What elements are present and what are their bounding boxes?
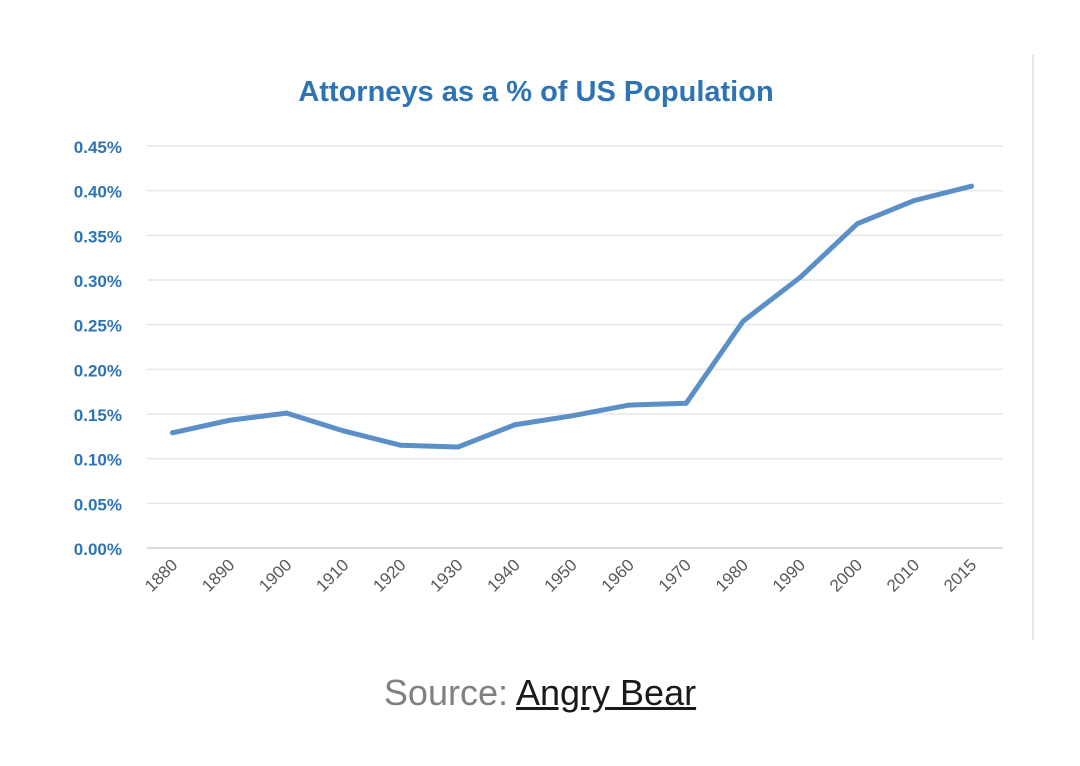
y-tick-label: 0.00% <box>74 540 122 559</box>
x-tick-label: 1890 <box>198 555 238 595</box>
source-caption: Source: Angry Bear <box>0 672 1080 714</box>
series-line <box>170 183 974 450</box>
source-link[interactable]: Angry Bear <box>516 672 697 713</box>
x-tick-label: 1970 <box>655 555 695 595</box>
y-tick-label: 0.25% <box>74 317 122 336</box>
y-tick-label: 0.40% <box>74 183 122 202</box>
data-point <box>968 183 974 189</box>
y-tick-label: 0.05% <box>74 495 122 514</box>
x-tick-label: 1950 <box>541 555 581 595</box>
data-point <box>740 318 746 324</box>
data-point <box>341 428 347 434</box>
line-chart: Attorneys as a % of US Population 0.00% 0… <box>74 76 1003 596</box>
frame-divider <box>1032 55 1034 640</box>
data-point <box>227 417 233 423</box>
data-point <box>854 221 860 227</box>
data-point <box>170 430 176 436</box>
x-tick-label: 1990 <box>769 555 809 595</box>
x-tick-label: 1880 <box>141 555 181 595</box>
data-point <box>284 410 290 416</box>
x-tick-label: 1940 <box>484 555 524 595</box>
x-tick-label: 1930 <box>427 555 467 595</box>
x-tick-label: 2000 <box>826 555 866 595</box>
data-point <box>398 442 404 448</box>
data-point <box>683 400 689 406</box>
data-point <box>911 197 917 203</box>
y-tick-label: 0.30% <box>74 272 122 291</box>
x-tick-label: 1910 <box>312 555 352 595</box>
x-tick-label: 2010 <box>883 555 923 595</box>
data-point <box>569 413 575 419</box>
x-tick-label: 1920 <box>369 555 409 595</box>
data-point <box>797 274 803 280</box>
x-tick-label: 2015 <box>940 555 980 595</box>
y-tick-label: 0.15% <box>74 406 122 425</box>
x-tick-label: 1960 <box>598 555 638 595</box>
y-tick-label: 0.10% <box>74 451 122 470</box>
chart-title: Attorneys as a % of US Population <box>298 76 773 108</box>
data-point <box>626 402 632 408</box>
y-tick-label: 0.45% <box>74 138 122 157</box>
x-tick-label: 1980 <box>712 555 752 595</box>
x-tick-label: 1900 <box>255 555 295 595</box>
y-tick-label: 0.20% <box>74 361 122 380</box>
source-prefix: Source: <box>383 672 516 713</box>
y-tick-label: 0.35% <box>74 227 122 246</box>
data-point <box>512 422 518 428</box>
data-point <box>455 444 461 450</box>
